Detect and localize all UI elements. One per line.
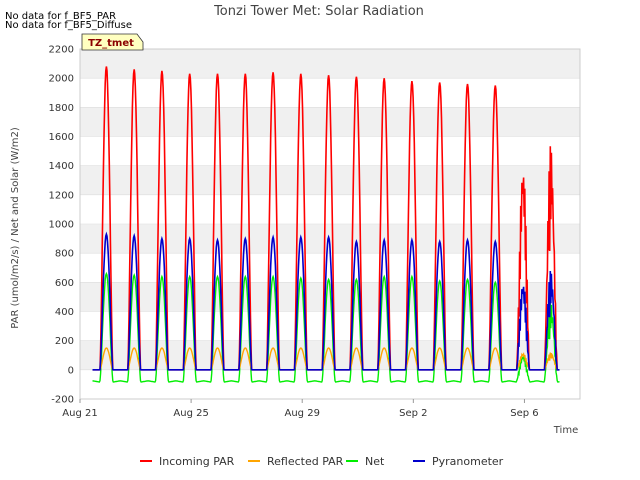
x-tick-label: Sep 2 xyxy=(399,408,427,419)
legend-label: Incoming PAR xyxy=(159,455,235,468)
y-axis-label: PAR (umol/m2/s) / Net and Solar (W/m2) xyxy=(10,127,21,329)
y-tick-label: -200 xyxy=(51,395,74,406)
plot-band xyxy=(80,136,580,166)
x-tick-label: Aug 29 xyxy=(285,408,320,419)
series-line-net xyxy=(92,271,560,383)
site-tag-label: TZ_tmet xyxy=(88,38,134,49)
plot-band xyxy=(80,311,580,341)
x-axis-label: Time xyxy=(553,425,578,436)
series-layer xyxy=(92,66,560,383)
plot-band xyxy=(80,340,580,370)
legend-label: Reflected PAR xyxy=(267,455,344,468)
y-tick-label: 1000 xyxy=(49,220,74,231)
legend: Incoming PAR Reflected PAR Net Pyranometer xyxy=(140,455,504,468)
y-tick-label: 0 xyxy=(68,365,74,376)
no-data-note-2: No data for f_BF5_Diffuse xyxy=(5,20,132,31)
legend-label: Net xyxy=(365,455,385,468)
plot-frame xyxy=(79,48,581,400)
no-data-note-1: No data for f_BF5_PAR xyxy=(5,11,116,22)
series-line-pyranometer xyxy=(92,231,560,371)
plot-band xyxy=(80,165,580,195)
site-tag: TZ_tmet xyxy=(81,33,144,51)
y-tick-label: 800 xyxy=(55,249,74,260)
y-tick-label: 1400 xyxy=(49,161,74,172)
x-tick-label: Aug 25 xyxy=(173,408,208,419)
y-tick-label: 400 xyxy=(55,307,74,318)
y-tick-label: 1800 xyxy=(49,103,74,114)
y-tick-label: 1600 xyxy=(49,132,74,143)
plot-band xyxy=(80,194,580,224)
x-tick-label: Sep 6 xyxy=(510,408,538,419)
y-tick-label: 200 xyxy=(55,336,74,347)
y-tick-label: 1200 xyxy=(49,190,74,201)
chart-title: Tonzi Tower Met: Solar Radiation xyxy=(213,4,424,19)
legend-item-reflected-par: Reflected PAR xyxy=(248,455,344,468)
y-axis-ticks: -200 0 200 400 600 800 1000 1200 1400 1600 1800 200… xyxy=(49,45,74,406)
x-tick-label: Aug 21 xyxy=(62,408,97,419)
x-axis-ticks: Aug 21 Aug 25 Aug 29 Sep 2 Sep 6 xyxy=(62,399,539,419)
legend-label: Pyranometer xyxy=(432,455,504,468)
legend-item-incoming-par: Incoming PAR xyxy=(140,455,235,468)
y-tick-label: 2200 xyxy=(49,45,74,56)
plot-band xyxy=(80,369,580,399)
y-tick-label: 600 xyxy=(55,278,74,289)
legend-item-pyranometer: Pyranometer xyxy=(413,455,504,468)
site-tag-box xyxy=(81,33,144,51)
legend-item-net: Net xyxy=(346,455,385,468)
plot-band xyxy=(80,49,580,79)
y-tick-label: 2000 xyxy=(49,74,74,85)
